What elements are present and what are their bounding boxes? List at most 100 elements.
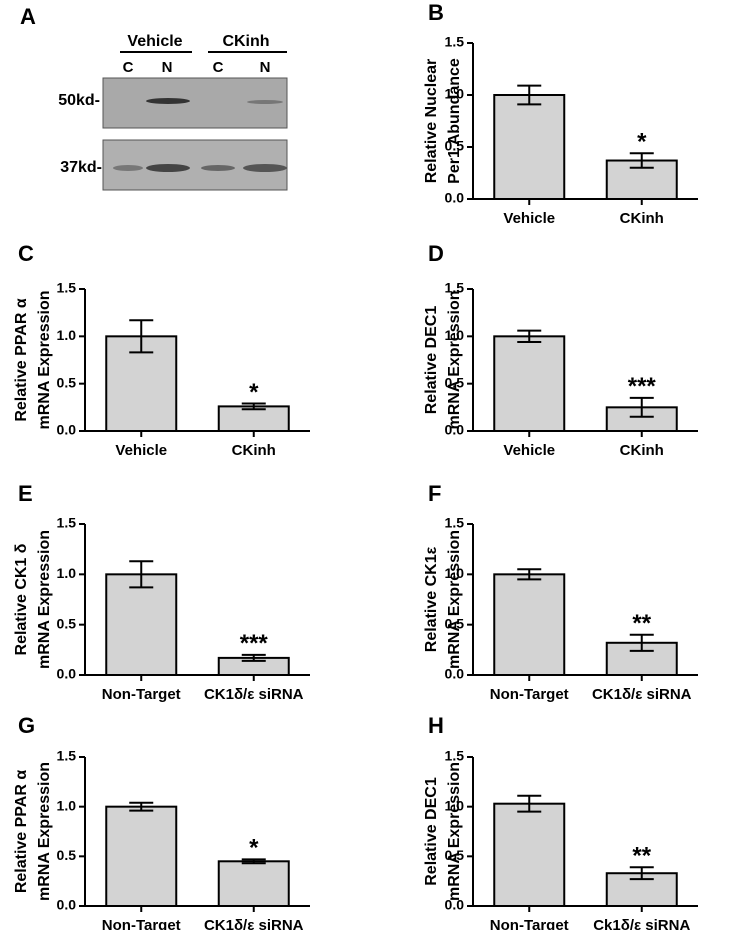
x-tick-label: CKinh — [620, 210, 664, 227]
y-axis-label: mRNA Expression — [446, 530, 463, 669]
bar — [217, 405, 290, 432]
x-tick-label: CK1δ/ε siRNA — [592, 686, 692, 703]
error-bar — [129, 560, 154, 589]
blot-band — [146, 98, 190, 104]
x-tick-label: Vehicle — [503, 442, 555, 459]
x-tick-label: CKinh — [620, 442, 664, 459]
bar — [105, 573, 178, 676]
significance: * — [249, 835, 259, 862]
y-tick-label: 1.5 — [445, 515, 465, 531]
y-tick-label: 1.5 — [57, 280, 77, 296]
y-tick-label: 1.5 — [445, 280, 465, 296]
significance: *** — [240, 630, 269, 657]
y-tick-label: 1.5 — [57, 748, 77, 764]
blot-band — [146, 164, 190, 172]
error-bar — [517, 568, 542, 581]
x-tick-label: CK1δ/ε siRNA — [204, 686, 304, 703]
y-tick-label: 0.0 — [445, 666, 465, 682]
bar — [105, 805, 178, 908]
blot-band — [113, 165, 143, 171]
error-bar — [517, 84, 542, 106]
y-tick-label: 0.5 — [445, 374, 465, 390]
y-tick-label: 1.0 — [445, 565, 465, 581]
y-axis-label: Relative CK1ε — [423, 546, 440, 652]
panel-label: A — [20, 4, 36, 29]
group-label: CKinh — [222, 33, 269, 50]
x-tick-label: CK1δ/ε siRNA — [204, 917, 304, 930]
y-axis-label: Relative DEC1 — [423, 777, 440, 886]
y-tick-label: 1.0 — [57, 797, 77, 813]
x-tick-label: Ck1δ/ε siRNA — [593, 917, 690, 930]
panel-label: G — [18, 713, 35, 738]
bar — [217, 860, 290, 907]
group-label: Vehicle — [127, 33, 182, 50]
y-tick-label: 0.5 — [445, 615, 465, 631]
y-tick-label: 1.5 — [57, 515, 77, 531]
y-axis-label: Relative DEC1 — [423, 306, 440, 415]
y-tick-label: 0.5 — [445, 847, 465, 863]
error-bar — [241, 402, 266, 411]
x-tick-label: Non-Target — [490, 917, 569, 930]
significance: ** — [632, 610, 651, 637]
lane-label: N — [162, 59, 173, 76]
error-bar — [629, 633, 654, 652]
y-tick-label: 1.5 — [445, 748, 465, 764]
y-tick-label: 0.5 — [57, 847, 77, 863]
lane-label: C — [123, 59, 134, 76]
y-tick-label: 0.5 — [57, 615, 77, 631]
y-axis-label: mRNA Expression — [36, 762, 53, 901]
panel-label: B — [428, 0, 444, 25]
y-tick-label: 0.5 — [57, 374, 77, 390]
bar — [493, 573, 566, 676]
y-tick-label: 1.0 — [57, 327, 77, 343]
lane-label: C — [213, 59, 224, 76]
x-tick-label: Vehicle — [503, 210, 555, 227]
marker-label: 37kd- — [60, 159, 102, 176]
y-tick-label: 0.0 — [445, 897, 465, 913]
bar — [493, 802, 566, 907]
y-tick-label: 0.0 — [57, 422, 77, 438]
panel-label: F — [428, 481, 441, 506]
x-tick-label: Vehicle — [115, 442, 167, 459]
y-axis-label: Relative Nuclear — [423, 59, 440, 184]
y-tick-label: 0.0 — [57, 897, 77, 913]
x-tick-label: Non-Target — [490, 686, 569, 703]
y-tick-label: 0.0 — [57, 666, 77, 682]
error-bar — [241, 858, 266, 865]
y-tick-label: 1.0 — [445, 86, 465, 102]
panel-label: D — [428, 241, 444, 266]
significance: * — [249, 379, 259, 406]
y-tick-label: 0.5 — [445, 138, 465, 154]
bar — [493, 94, 566, 200]
bar — [493, 335, 566, 433]
panel-label: H — [428, 713, 444, 738]
y-tick-label: 1.0 — [445, 797, 465, 813]
blot-band — [247, 100, 283, 104]
significance: ** — [632, 843, 651, 870]
blot-band — [201, 165, 235, 171]
error-bar — [629, 866, 654, 881]
x-tick-label: Non-Target — [102, 917, 181, 930]
lane-label: N — [260, 59, 271, 76]
y-axis-label: Relative PPAR α — [13, 770, 30, 894]
significance: * — [637, 129, 647, 156]
error-bar — [129, 801, 154, 812]
error-bar — [129, 319, 154, 354]
error-bar — [517, 329, 542, 344]
chart-panel: B Relative Nuclear Per1 Abundance 0.0 0.5 1.0… — [423, 0, 698, 227]
y-axis-label: mRNA Expression — [446, 291, 463, 430]
y-tick-label: 1.0 — [57, 565, 77, 581]
blot-panel: A Vehicle CKinh C N C N 50kd- 37kd- — [20, 4, 288, 191]
marker-label: 50kd- — [58, 92, 100, 109]
y-axis-label: Relative CK1 δ — [13, 543, 30, 655]
panel-label: E — [18, 481, 33, 506]
x-tick-label: CKinh — [232, 442, 276, 459]
y-axis-label: mRNA Expression — [36, 291, 53, 430]
